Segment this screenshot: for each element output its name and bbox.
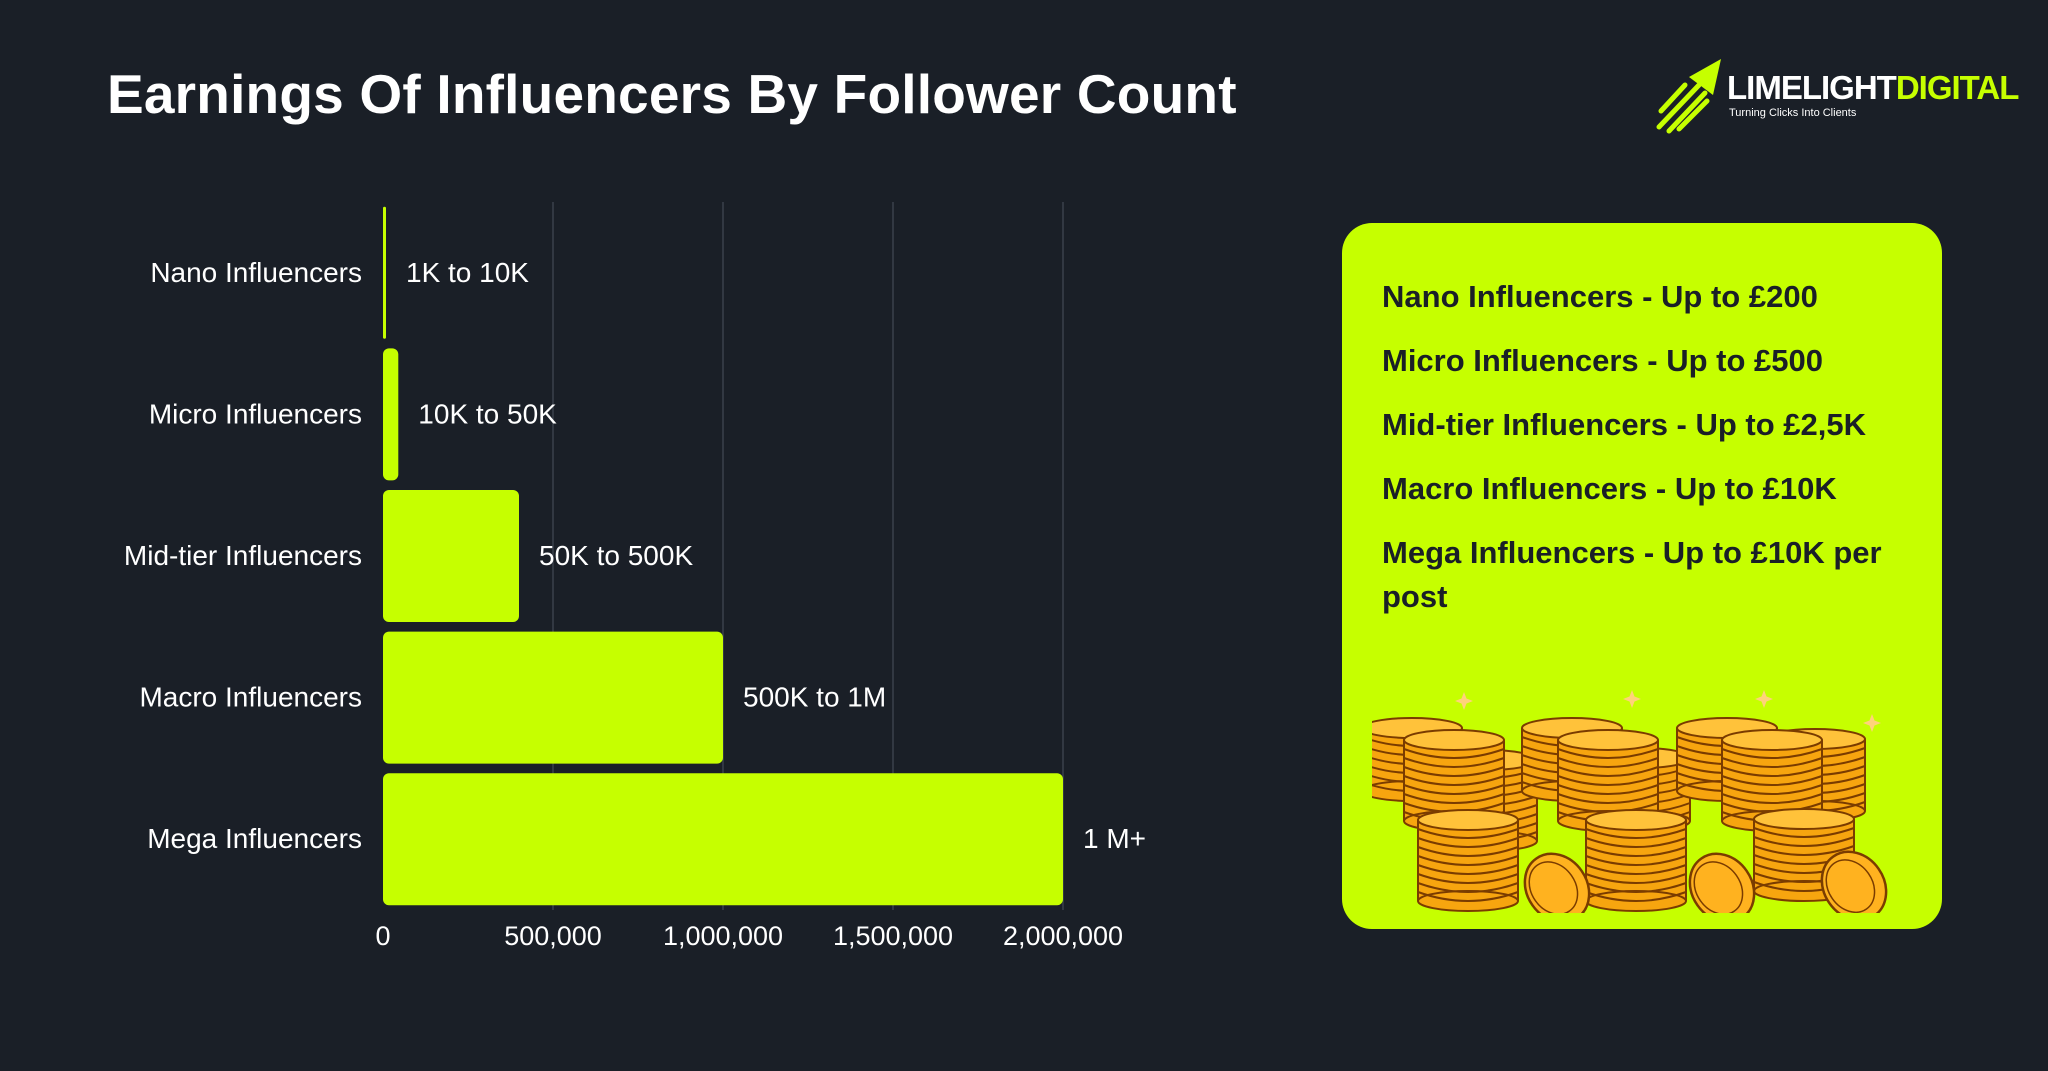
sparkle-icon bbox=[1455, 692, 1473, 710]
sparkle-icon bbox=[1863, 714, 1881, 732]
logo-tagline: Turning Clicks Into Clients bbox=[1729, 107, 1857, 119]
x-tick-label: 500,000 bbox=[504, 921, 602, 951]
gold-coins-illustration bbox=[1372, 690, 1888, 913]
bar-chart: Nano Influencers 1K to 10K Micro Influence… bbox=[124, 202, 1146, 951]
x-tick-label: 0 bbox=[375, 921, 390, 951]
x-tick-label: 1,000,000 bbox=[663, 921, 783, 951]
earnings-item: Nano Influencers - Up to £200 bbox=[1382, 279, 1818, 314]
bar bbox=[383, 773, 1063, 906]
earnings-item: Mega Influencers - Up to £10K per post bbox=[1382, 535, 1882, 614]
category-label: Mega Influencers bbox=[147, 823, 362, 854]
earnings-item: Macro Influencers - Up to £10K bbox=[1382, 471, 1837, 506]
category-label: Macro Influencers bbox=[139, 682, 362, 713]
data-label: 500K to 1M bbox=[743, 682, 886, 713]
coin-stack bbox=[1557, 729, 1659, 832]
tilted-coin bbox=[1688, 852, 1756, 913]
tilted-coin bbox=[1523, 852, 1591, 913]
page-title: Earnings Of Influencers By Follower Coun… bbox=[107, 63, 1237, 125]
logo-word-limelight: LIMELIGHT bbox=[1727, 69, 1897, 106]
logo-word-digital: DIGITAL bbox=[1895, 69, 2020, 106]
data-label: 50K to 500K bbox=[539, 540, 693, 571]
coin-stack bbox=[1585, 809, 1687, 912]
data-label: 1K to 10K bbox=[406, 257, 529, 288]
earnings-card: Nano Influencers - Up to £200 Micro Influ… bbox=[1342, 223, 1942, 929]
sparkle-icon bbox=[1623, 690, 1641, 708]
sparkle-icon bbox=[1755, 690, 1773, 708]
category-label: Micro Influencers bbox=[149, 398, 362, 429]
data-label: 10K to 50K bbox=[418, 398, 557, 429]
x-tick-label: 2,000,000 bbox=[1003, 921, 1123, 951]
bar bbox=[383, 490, 519, 622]
earnings-list: Nano Influencers - Up to £200 Micro Influ… bbox=[1382, 275, 1922, 639]
earnings-item: Micro Influencers - Up to £500 bbox=[1382, 343, 1823, 378]
category-label: Nano Influencers bbox=[150, 257, 362, 288]
tilted-coin bbox=[1820, 850, 1888, 913]
bar bbox=[383, 631, 723, 764]
logo-wordmark: LIMELIGHTDIGITAL bbox=[1727, 69, 2020, 107]
label-layer: Nano Influencers 1K to 10K Micro Influence… bbox=[124, 257, 1146, 854]
category-label: Mid-tier Influencers bbox=[124, 540, 362, 571]
x-tick-label: 1,500,000 bbox=[833, 921, 953, 951]
bar bbox=[383, 206, 386, 339]
data-label: 1 M+ bbox=[1083, 823, 1146, 854]
earnings-item: Mid-tier Influencers - Up to £2,5K bbox=[1382, 407, 1867, 442]
bar bbox=[383, 348, 399, 481]
coin-stack bbox=[1417, 809, 1519, 912]
tick-layer: 0 500,000 1,000,000 1,500,000 2,000,000 bbox=[375, 921, 1123, 951]
bar-layer bbox=[383, 206, 1063, 906]
brand-logo: LIMELIGHTDIGITAL Turning Clicks Into Cli… bbox=[1655, 55, 2019, 135]
arrow-logo-icon bbox=[1656, 59, 1721, 134]
